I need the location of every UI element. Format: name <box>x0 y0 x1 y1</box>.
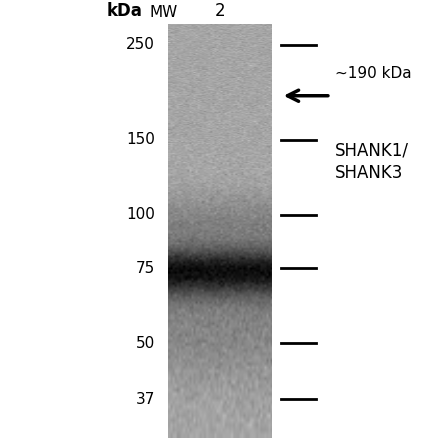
Text: 37: 37 <box>136 392 155 407</box>
Text: 100: 100 <box>126 207 155 222</box>
Text: 150: 150 <box>126 132 155 147</box>
Text: MW: MW <box>150 5 178 20</box>
Text: 50: 50 <box>136 336 155 351</box>
Text: kDa: kDa <box>106 2 143 20</box>
Text: ~190 kDa: ~190 kDa <box>335 67 412 82</box>
Text: 75: 75 <box>136 261 155 276</box>
Text: 2: 2 <box>215 2 225 20</box>
Text: SHANK1/
SHANK3: SHANK1/ SHANK3 <box>335 142 409 182</box>
Text: 250: 250 <box>126 37 155 52</box>
